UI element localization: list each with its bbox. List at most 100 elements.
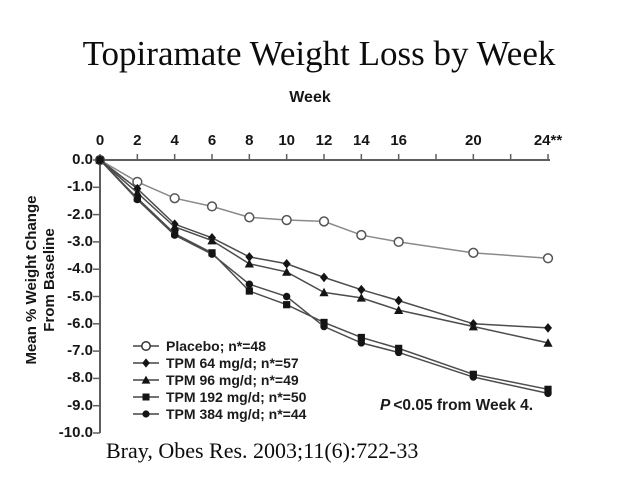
diamond-legend-icon [133, 357, 159, 368]
triangle-icon [141, 375, 151, 384]
x-tick-label-4: 4 [170, 132, 179, 149]
square-icon [142, 393, 150, 400]
series-4-marker-w12 [320, 322, 328, 331]
series-0-marker-w8 [244, 212, 255, 223]
series-0-marker-w20 [468, 247, 479, 258]
y-tick-label--3.0: -3.0 [67, 232, 93, 250]
y-tick-label--4.0: -4.0 [67, 260, 93, 278]
series-3-marker-w14 [357, 333, 365, 342]
series-line-0 [99, 159, 549, 260]
series-3-marker-w10 [283, 301, 291, 309]
series-2-marker-w20 [468, 321, 478, 331]
series-2-marker-w6 [207, 235, 217, 245]
y-tick-label-0.0: 0.0 [72, 151, 93, 168]
x-tick-label-10: 10 [278, 132, 295, 149]
series-0-marker-w24 [542, 253, 554, 264]
series-1-marker-w14 [357, 284, 366, 295]
legend-label-1: TPM 64 mg/d; n*=57 [166, 354, 299, 371]
series-line-2 [99, 159, 549, 344]
series-4-marker-w10 [282, 292, 291, 301]
diamond-icon [142, 357, 150, 368]
circle-open-icon [141, 340, 151, 351]
y-tick-label--10.0: -10.0 [58, 424, 93, 441]
series-0-marker-w6 [206, 201, 218, 212]
y-axis-title: Mean % Weight Change From Baseline [23, 140, 61, 420]
series-3-marker-w16 [395, 344, 403, 352]
x-tick-label-14: 14 [352, 132, 370, 149]
significance-annotation: P <0.05 from Week 4. [380, 397, 533, 415]
series-4-marker-w2 [133, 195, 142, 204]
x-tick-label-12: 12 [315, 132, 333, 149]
series-0-marker-w12 [318, 216, 330, 227]
circle-filled-legend-icon [133, 409, 159, 418]
y-tick-label--2.0: -2.0 [67, 205, 93, 223]
legend-label-4: TPM 384 mg/d; n*=44 [166, 405, 307, 422]
series-2-marker-w16 [394, 305, 404, 314]
y-axis-title-line2: From Baseline [41, 228, 58, 332]
series-4-marker-w8 [245, 280, 254, 288]
x-tick-label-2: 2 [133, 132, 142, 149]
circle-filled-icon [142, 409, 150, 418]
series-line-1 [99, 159, 549, 329]
x-tick-label-24**: 24** [533, 132, 563, 149]
citation: Bray, Obes Res. 2003;11(6):722-33 [106, 438, 419, 463]
series-4-marker-w0 [96, 156, 104, 164]
legend-item-4: TPM 384 mg/d; n*=44 [133, 405, 306, 422]
legend-item-1: TPM 64 mg/d; n*=57 [133, 354, 306, 371]
slide-title: Topiramate Weight Loss by Week [82, 34, 556, 73]
x-tick-label-0: 0 [95, 132, 105, 149]
legend-label-0: Placebo; n*=48 [166, 337, 266, 354]
series-3-marker-w12 [320, 318, 328, 327]
chart-legend: Placebo; n*=48 TPM 64 mg/d; n*=57 TPM 96 m… [133, 337, 306, 422]
series-1-marker-w8 [245, 252, 254, 262]
legend-item-3: TPM 192 mg/d; n*=50 [133, 388, 306, 405]
series-2-marker-w10 [282, 267, 292, 276]
series-4-marker-w24 [544, 389, 552, 398]
series-2-marker-w14 [356, 293, 366, 302]
y-tick-label--1.0: -1.0 [67, 178, 93, 196]
series-2-marker-w12 [319, 287, 329, 297]
legend-label-2: TPM 96 mg/d; n*=49 [166, 371, 299, 388]
triangle-legend-icon [133, 375, 159, 384]
legend-label-3: TPM 192 mg/d; n*=50 [166, 388, 307, 405]
series-4-marker-w16 [394, 348, 403, 357]
y-tick-label--7.0: -7.0 [67, 342, 93, 360]
x-tick-label-8: 8 [245, 132, 254, 149]
series-2-marker-w2 [132, 188, 142, 197]
x-tick-label-20: 20 [464, 132, 482, 149]
series-1-marker-w16 [394, 295, 403, 306]
series-4-marker-w14 [357, 339, 366, 347]
series-1-marker-w24 [544, 323, 552, 333]
y-tick-label--9.0: -9.0 [67, 396, 93, 414]
y-tick-label--5.0: -5.0 [67, 287, 93, 305]
circle-open-legend-icon [133, 340, 159, 351]
y-tick-label--6.0: -6.0 [67, 314, 93, 332]
y-tick-label--8.0: -8.0 [67, 369, 93, 387]
series-2-marker-w8 [244, 259, 254, 268]
x-axis-title: Week [289, 89, 331, 106]
plot-canvas [93, 154, 554, 434]
series-3-marker-w24 [544, 385, 552, 393]
annotation-italic-p: P [380, 397, 391, 414]
square-legend-icon [133, 393, 159, 400]
x-tick-label-6: 6 [207, 132, 217, 149]
series-0-marker-w4 [169, 193, 180, 204]
series-1-marker-w12 [320, 272, 328, 283]
series-0-marker-w16 [393, 236, 404, 248]
series-2-marker-w4 [170, 222, 180, 231]
series-0-marker-w14 [356, 229, 367, 241]
weight-loss-chart: Week 0 2 4 6 8 10 12 14 16 20 24** 0.0 -1.0 -2.0 -3.0… [0, 85, 638, 445]
legend-item-0: Placebo; n*=48 [133, 337, 306, 354]
series-3-marker-w8 [245, 287, 253, 295]
y-axis-title-line1: Mean % Weight Change [23, 195, 40, 365]
annotation-text: <0.05 from Week 4. [393, 397, 534, 414]
legend-item-2: TPM 96 mg/d; n*=49 [133, 371, 306, 388]
series-4-marker-w6 [208, 250, 216, 258]
series-4-marker-w20 [469, 373, 478, 381]
x-tick-label-16: 16 [390, 132, 407, 149]
series-4-marker-w4 [170, 231, 179, 239]
series-0-marker-w10 [281, 214, 292, 226]
series-2-marker-w24 [543, 338, 553, 347]
series-1-marker-w10 [282, 258, 291, 269]
